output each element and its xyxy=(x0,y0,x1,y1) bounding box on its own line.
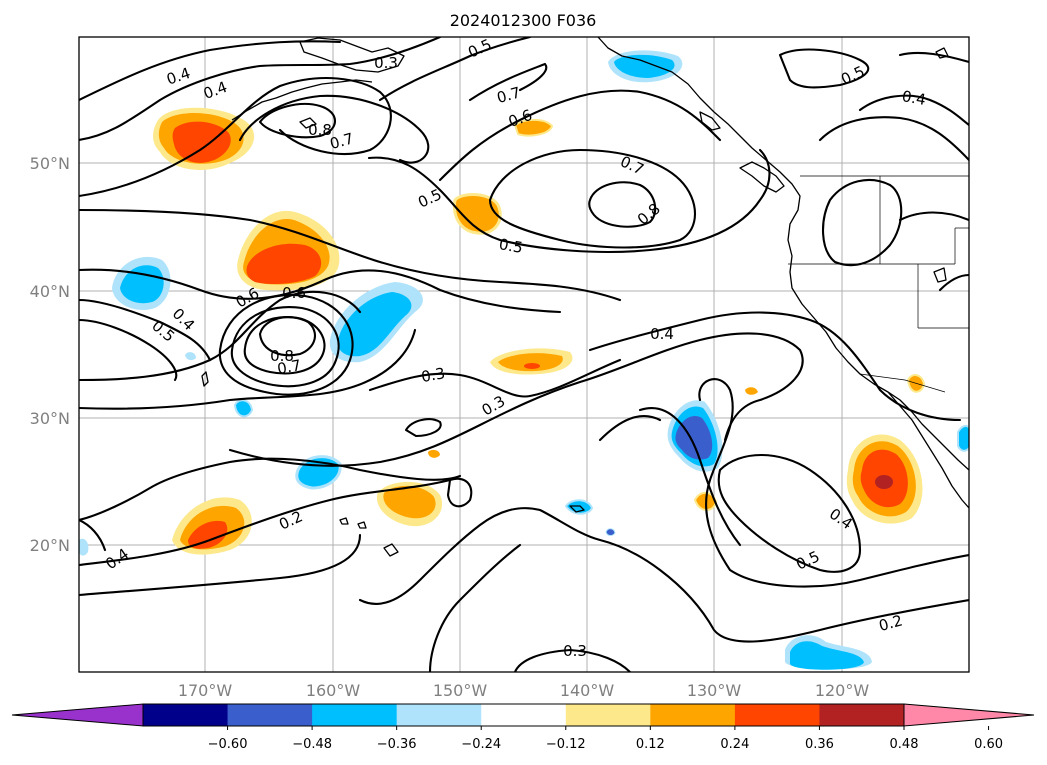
contour-label: 0.4 xyxy=(650,325,674,343)
contour-label: 0.3 xyxy=(374,54,398,72)
blob-positive-4 xyxy=(490,348,573,375)
lat-label: 20°N xyxy=(30,536,70,555)
colorbar-segments xyxy=(11,703,1035,727)
colorbar-segment xyxy=(396,704,482,726)
coastlines xyxy=(201,37,969,557)
colorbar-extend-min xyxy=(11,703,144,727)
colorbar-segment xyxy=(481,704,567,726)
map-frame xyxy=(78,36,970,673)
blob-aleutian-positive xyxy=(153,107,255,170)
lat-label: 40°N xyxy=(30,282,70,301)
colorbar-tick-label: 0.12 xyxy=(636,737,665,752)
figure-title: 2024012300 F036 xyxy=(450,11,597,30)
blob-negative-4 xyxy=(233,399,254,418)
blob-positive-3 xyxy=(513,118,554,137)
colorbar-tick-label: 0.24 xyxy=(720,737,749,752)
lat-label: 50°N xyxy=(30,154,70,173)
colorbar-segment xyxy=(227,704,313,726)
blob-negative-12 xyxy=(785,635,872,670)
blob-positive-7 xyxy=(428,449,440,458)
lon-label: 130°W xyxy=(687,681,742,700)
blob-negative-11 xyxy=(957,424,969,452)
colorbar-tick-label: 0.60 xyxy=(974,737,1003,752)
blob-negative-8 xyxy=(564,499,594,515)
colorbar: −0.60 −0.48 −0.36 −0.24 −0.12 0.12 0.24 0.36 0.4… xyxy=(11,703,1035,752)
colorbar-tick-label: 0.48 xyxy=(890,737,919,752)
longitude-labels: 170°W 160°W 150°W 140°W 130°W 120°W xyxy=(178,681,870,700)
contour-label: 0.3 xyxy=(563,642,587,660)
blob-positive-9 xyxy=(745,387,758,395)
contour-lines xyxy=(79,37,969,672)
colorbar-tick-label: 0.36 xyxy=(805,737,834,752)
colorbar-tick-label: −0.24 xyxy=(461,737,501,752)
colorbar-ticks: −0.60 −0.48 −0.36 −0.24 −0.12 0.12 0.24 0.36 0.4… xyxy=(208,726,1003,752)
colorbar-segment xyxy=(819,704,905,726)
blob-negative-10 xyxy=(79,538,89,556)
colorbar-segment xyxy=(650,704,736,726)
contour-label: 0.8 xyxy=(308,121,332,139)
lon-label: 150°W xyxy=(433,681,488,700)
contour-label: 0.8 xyxy=(270,347,294,365)
positive-anomaly-fills xyxy=(153,107,926,555)
blob-negative-9 xyxy=(605,528,616,536)
blob-negative-2 xyxy=(112,256,171,310)
colorbar-segment xyxy=(565,704,651,726)
contour-label: 0.5 xyxy=(498,235,525,257)
lon-label: 120°W xyxy=(815,681,870,700)
colorbar-segment xyxy=(143,704,229,726)
contour-label: 0.2 xyxy=(877,611,905,635)
colorbar-segment xyxy=(734,704,820,726)
blob-gulf-negative xyxy=(608,50,683,83)
contour-label: 0.4 xyxy=(901,87,928,109)
colorbar-tick-label: −0.48 xyxy=(292,737,332,752)
contour-label: 0.7 xyxy=(276,356,303,378)
latitude-labels: 50°N 40°N 30°N 20°N xyxy=(30,154,70,555)
colorbar-tick-label: −0.60 xyxy=(208,737,248,752)
colorbar-frame xyxy=(142,703,905,727)
contour-label: 0.6 xyxy=(282,284,306,302)
blob-positive-6 xyxy=(172,497,252,555)
blob-positive-2 xyxy=(452,193,502,235)
contour-label: 0.7 xyxy=(495,83,523,107)
lon-label: 160°W xyxy=(306,681,361,700)
colorbar-tick-label: −0.36 xyxy=(377,737,417,752)
lat-label: 30°N xyxy=(30,409,70,428)
colorbar-tick-label: −0.12 xyxy=(546,737,586,752)
political-borders xyxy=(788,175,969,393)
colorbar-extend-max xyxy=(903,703,1035,727)
contour-label: 0.3 xyxy=(420,364,447,386)
colorbar-segment xyxy=(312,704,398,726)
lon-label: 170°W xyxy=(178,681,233,700)
blob-baja-positive xyxy=(846,434,923,524)
blob-positive-5 xyxy=(376,481,443,527)
blob-negative-5 xyxy=(185,352,196,361)
map-panel: 0.4 0.4 0.3 0.5 0.8 0.7 0.7 0.6 0.5 0.7 … xyxy=(78,36,970,673)
lon-label: 140°W xyxy=(560,681,615,700)
contour-label: 0.7 xyxy=(328,129,356,153)
